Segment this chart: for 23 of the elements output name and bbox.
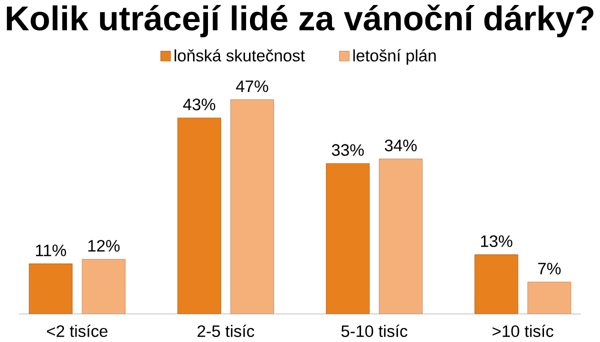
data-label: 43% [183,98,216,110]
bar [378,158,423,314]
bar [82,259,126,314]
legend-label: letošní plán [353,49,436,65]
data-label: 34% [384,140,417,152]
data-label: 33% [332,144,364,156]
bar [28,264,73,314]
data-label: 47% [236,80,268,92]
bar [326,163,370,314]
data-label: 11% [36,244,66,256]
chart-title: Kolik utrácejí lidé za vánoční dárky? [6,4,594,38]
x-tick-label: 2-5 tisíc [198,324,254,338]
data-label: 7% [538,263,561,275]
bar [230,100,274,314]
bar [474,254,518,314]
legend-label: loňská skutečnost [174,49,305,62]
data-label: 12% [88,240,120,252]
data-label: 13% [481,236,512,248]
x-tick-label: <2 tisíce [46,324,108,338]
bar [527,282,572,314]
x-tick-label: >10 tisíc [492,324,554,338]
bar [177,118,222,314]
x-tick-label: 5-10 tisíc [341,324,408,338]
